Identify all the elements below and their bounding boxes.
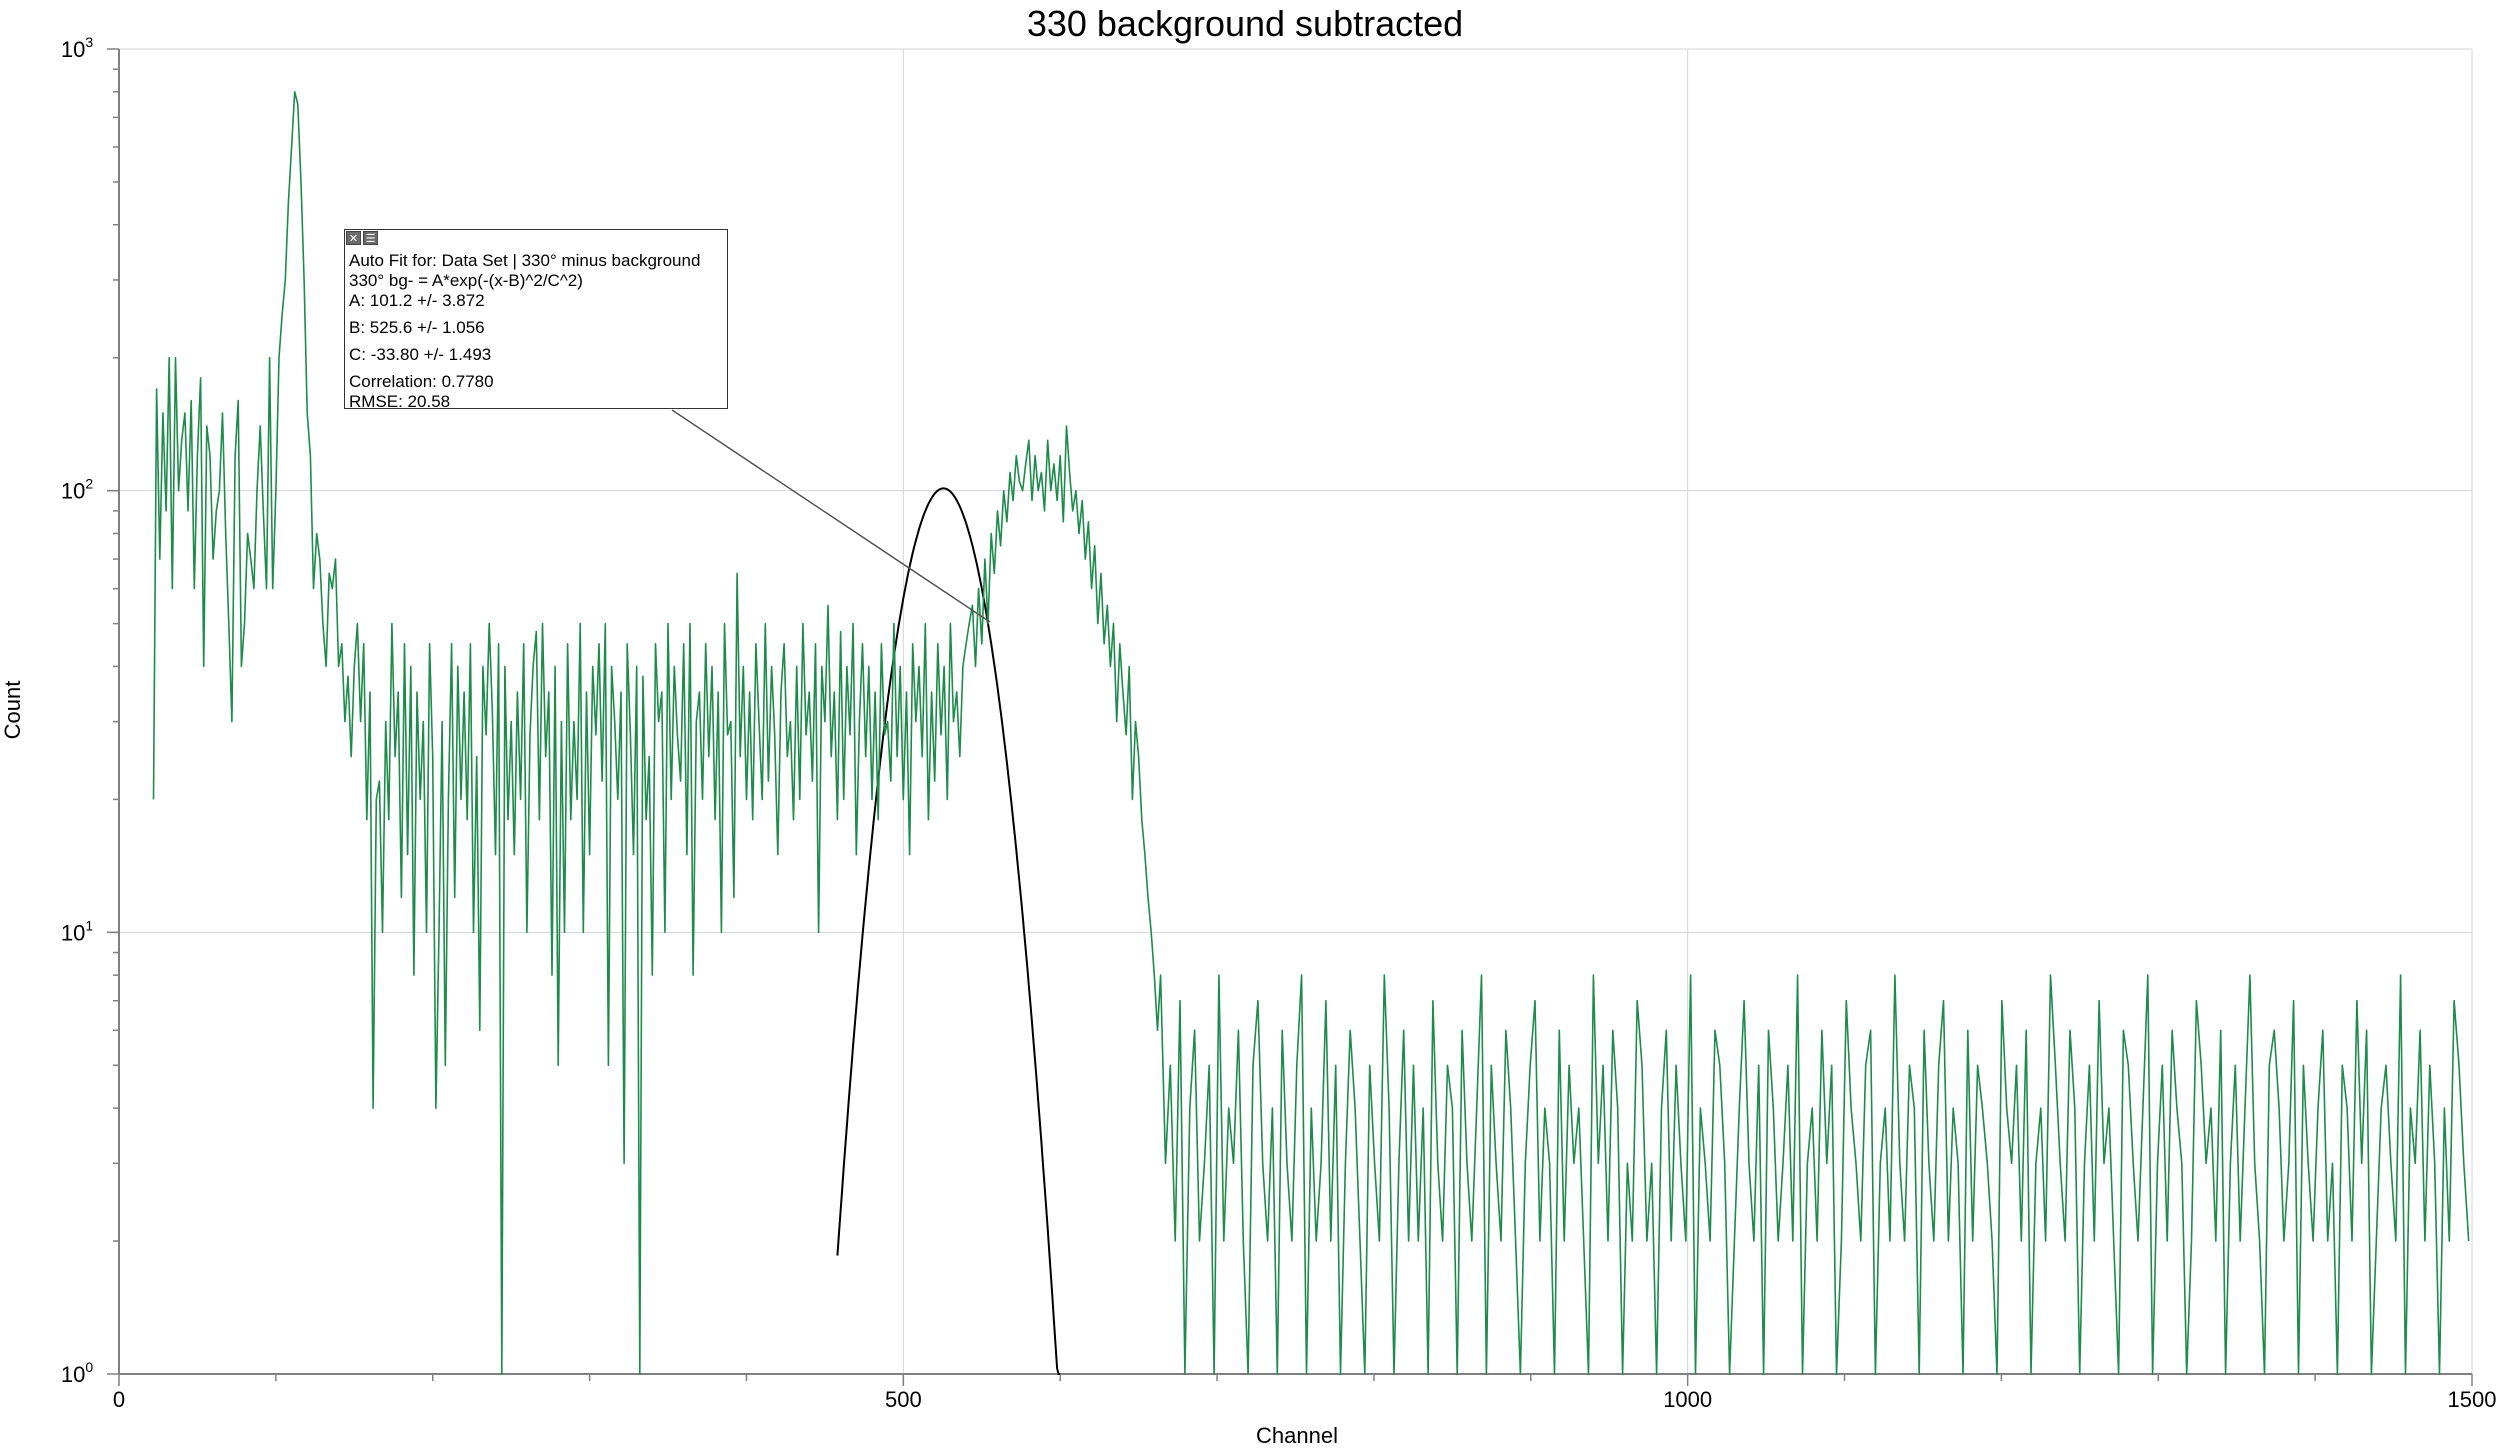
fit-param-b: B: 525.6 +/- 1.056 — [349, 318, 485, 337]
fit-dataset-line: Auto Fit for: Data Set | 330° minus back… — [349, 251, 701, 270]
series-layer — [152, 91, 2470, 1375]
curve-fit-panel[interactable]: ✕ ☰ Auto Fit for: Data Set | 330° minus … — [344, 229, 728, 410]
fit-curve-layer — [836, 487, 1061, 1375]
x-tick-label: 1500 — [2448, 1387, 2497, 1412]
fit-param-a: A: 101.2 +/- 3.872 — [349, 291, 485, 310]
y-tick-label: 102 — [61, 476, 93, 504]
options-icon[interactable]: ☰ — [363, 231, 378, 245]
fit-equation-line: 330° bg- = A*exp(-(x-B)^2/C^2) — [349, 271, 583, 290]
chart-title: 330 background subtracted — [1027, 3, 1463, 44]
tick-labels: 0 500 1000 1500 100 101 102 103 — [61, 34, 2497, 1412]
fit-correlation: Correlation: 0.7780 — [349, 372, 494, 391]
y-tick-label: 103 — [61, 34, 93, 62]
data-series-line — [152, 91, 2470, 1375]
fit-curve — [836, 487, 1061, 1375]
fit-rmse: RMSE: 20.58 — [349, 392, 451, 411]
close-icon[interactable]: ✕ — [346, 231, 361, 245]
x-axis-label: Channel — [1256, 1423, 1338, 1448]
fit-panel-controls: ✕ ☰ — [346, 231, 378, 245]
x-tick-label: 0 — [113, 1387, 125, 1412]
x-tick-label: 1000 — [1663, 1387, 1712, 1412]
fit-param-c: C: -33.80 +/- 1.493 — [349, 345, 492, 364]
y-tick-label: 100 — [61, 1359, 93, 1387]
x-tick-label: 500 — [885, 1387, 922, 1412]
y-tick-label: 101 — [61, 917, 93, 945]
y-axis-label: Count — [0, 681, 25, 740]
fit-leader-line — [671, 409, 991, 623]
